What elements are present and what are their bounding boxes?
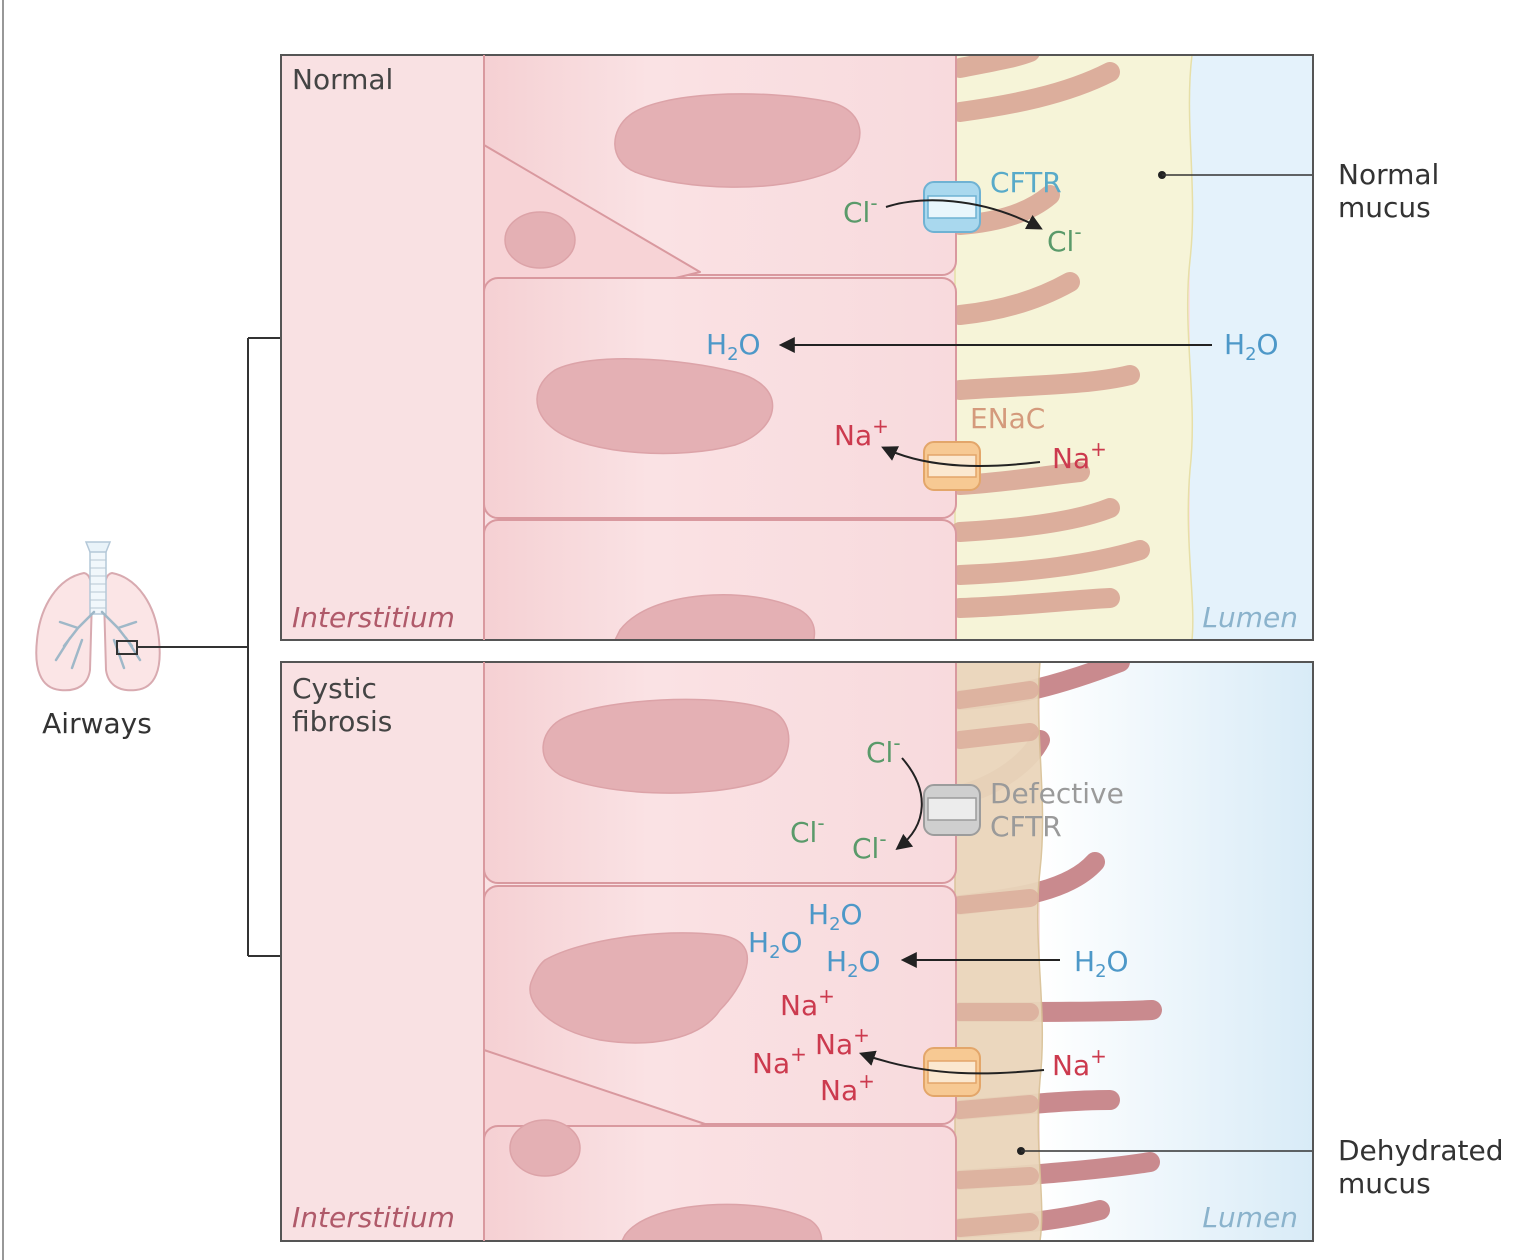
defective-cftr-label-line1: Defective — [990, 777, 1124, 810]
normal-mucus-layer — [954, 55, 1194, 640]
dehydrated-mucus-label-line1: Dehydrated — [1338, 1134, 1504, 1167]
lungs-icon — [35, 541, 161, 692]
normal-mucus-label-line2: mucus — [1338, 191, 1431, 224]
cf-water-3: H2O — [826, 945, 881, 982]
dehydrated-mucus-layer — [954, 662, 1044, 1241]
cf-chloride-1: Cl- — [866, 731, 901, 769]
cf-chloride-2: Cl- — [790, 811, 825, 849]
chloride-arrow — [885, 199, 1043, 230]
cftr-channel — [923, 181, 981, 233]
cf-water-1: H2O — [808, 898, 863, 935]
sodium-extracellular: Na+ — [1052, 437, 1107, 475]
airways-label: Airways — [42, 707, 152, 740]
cf-interstitium-label: Interstitium — [292, 1201, 455, 1234]
lumen-region — [1190, 55, 1313, 640]
water-intracellular: H2O — [706, 328, 761, 365]
cf-title-line1: Cystic — [292, 672, 377, 705]
sodium-intracellular: Na+ — [834, 414, 889, 452]
cf-chloride-3: Cl- — [852, 827, 887, 865]
normal-panel-frame — [280, 54, 1314, 641]
cf-sodium-arrow — [858, 1050, 1045, 1075]
cf-sodium-2: Na+ — [815, 1023, 870, 1061]
normal-interstitium-label: Interstitium — [292, 601, 455, 634]
enac-channel — [923, 441, 981, 491]
defective-cftr-channel — [923, 784, 981, 836]
cf-lumen-region — [1040, 662, 1313, 1241]
cf-water-extracellular: H2O — [1074, 945, 1129, 982]
cf-title-line2: fibrosis — [292, 705, 392, 738]
cf-chloride-arrow — [895, 757, 923, 850]
chloride-intracellular: Cl- — [843, 191, 878, 229]
cf-sodium-3: Na+ — [752, 1042, 807, 1080]
cf-panel-frame — [280, 661, 1314, 1242]
cf-sodium-4: Na+ — [820, 1069, 875, 1107]
normal-title: Normal — [292, 63, 393, 96]
cf-nuclei — [509, 698, 823, 1241]
cf-water-2: H2O — [748, 926, 803, 963]
sodium-arrow — [881, 446, 1041, 468]
enac-label: ENaC — [970, 402, 1045, 435]
cf-panel — [281, 662, 1313, 1241]
cf-sodium-1: Na+ — [780, 984, 835, 1022]
chloride-extracellular: Cl- — [1047, 220, 1082, 258]
cf-cilia-in-mucus — [951, 681, 1039, 1237]
normal-lumen-label: Lumen — [1202, 601, 1298, 634]
cf-sodium-extracellular: Na+ — [1052, 1044, 1107, 1082]
defective-cftr-label-line2: CFTR — [990, 810, 1062, 843]
cftr-label: CFTR — [990, 166, 1062, 199]
panel-connector — [137, 337, 281, 957]
nuclei — [504, 93, 861, 640]
normal-mucus-label-line1: Normal — [1338, 158, 1439, 191]
water-extracellular: H2O — [1224, 328, 1279, 365]
normal-panel — [281, 55, 1313, 640]
dehydrated-mucus-label-line2: mucus — [1338, 1167, 1431, 1200]
cf-lumen-label: Lumen — [1202, 1201, 1298, 1234]
